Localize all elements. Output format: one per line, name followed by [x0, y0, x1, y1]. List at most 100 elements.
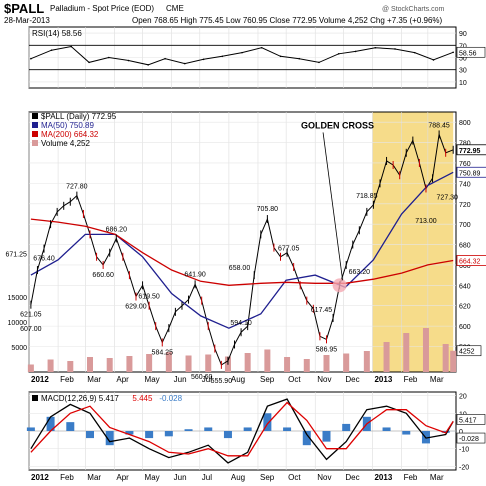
volume-bar — [303, 359, 310, 372]
macd-histogram-bar — [145, 431, 154, 439]
price-last-value: 750.89 — [459, 170, 481, 177]
rsi-point — [318, 61, 320, 64]
golden-cross-marker — [332, 278, 347, 293]
chg-value: +7.35 (+0.96%) — [387, 16, 443, 25]
x-tick-label: 2013 — [374, 375, 392, 384]
x-tick-label: 2012 — [31, 473, 49, 482]
macd-last-box — [456, 432, 486, 444]
x-tick-label: Feb — [404, 375, 418, 384]
rsi-point — [127, 59, 130, 62]
close-label: Close — [269, 16, 290, 25]
rsi-last-value: 58.56 — [459, 50, 477, 57]
volume-y-tick: 15000 — [8, 295, 28, 302]
golden-cross-label: GOLDEN CROSS — [301, 120, 374, 130]
price-y-tick: 680 — [459, 243, 471, 250]
macd-histogram-bar — [382, 427, 391, 431]
volume-bar — [422, 328, 429, 372]
rsi-point — [50, 49, 53, 51]
volume-bar — [67, 361, 74, 372]
price-y-tick: 800 — [459, 120, 471, 127]
price-annotation: 619.50 — [138, 294, 160, 301]
low-value: 760.95 — [242, 16, 268, 25]
price-y-tick: 600 — [459, 324, 471, 331]
x-tick-label: Aug — [231, 473, 245, 482]
macd-histogram-bar — [66, 422, 75, 431]
rsi-point — [337, 53, 340, 55]
macd-y-tick: -10 — [459, 447, 469, 454]
close-value: 772.95 — [292, 16, 317, 25]
x-tick-label: Jul — [202, 375, 212, 384]
macd-histogram-bar — [263, 413, 272, 431]
macd-histogram-bar — [283, 427, 292, 431]
volume-bar — [87, 357, 93, 372]
volume-bar — [450, 350, 457, 372]
price-legend-entry: $PALL (Daily) 772.95 — [41, 112, 117, 121]
macd-macd-line — [30, 398, 454, 464]
price-annotation: 607.00 — [20, 326, 42, 333]
rsi-point — [202, 58, 205, 61]
rsi-line — [30, 45, 454, 66]
rsi-point — [221, 55, 224, 58]
ma50-line — [30, 171, 454, 329]
volume-bar — [343, 353, 350, 372]
macd-last-value: 5.417 — [459, 417, 477, 424]
rsi-point — [107, 56, 110, 59]
price-annotation: 713.00 — [415, 218, 437, 225]
price-annotation: 727.80 — [66, 184, 88, 191]
ohlc-line: Open 768.65 High 775.45 Low 760.95 Close… — [132, 16, 442, 25]
volume-bar — [126, 356, 133, 372]
price-annotation: 586.95 — [316, 346, 338, 353]
price-annotation: 629.00 — [125, 304, 147, 311]
high-label: High — [180, 16, 197, 25]
price-annotation: 705.80 — [257, 206, 279, 213]
price-annotation: 560.60 — [191, 374, 213, 381]
volume-bar — [264, 349, 271, 372]
price-annotation: 594.10 — [230, 320, 252, 327]
open-value: 768.65 — [153, 16, 179, 25]
macd-y-tick: 0 — [459, 429, 463, 436]
price-y-tick: 700 — [459, 222, 471, 229]
x-tick-label: Mar — [87, 375, 101, 384]
volume-label: Volume — [318, 16, 346, 25]
x-tick-label: Apr — [116, 473, 129, 482]
x-tick-label: 2013 — [374, 473, 392, 482]
rsi-point — [298, 57, 301, 60]
price-annotation: 686.20 — [106, 226, 128, 233]
macd-histogram-bar — [46, 416, 55, 431]
price-annotation: 727.30 — [437, 195, 459, 202]
price-annotation: 584.25 — [152, 349, 174, 356]
x-tick-label: Apr — [116, 375, 129, 384]
ma200-line — [30, 218, 454, 286]
macd-histogram-bar — [164, 431, 173, 437]
x-tick-label: Oct — [288, 375, 301, 384]
volume-bar — [284, 357, 291, 372]
high-value: 775.45 — [199, 16, 224, 25]
x-tick-label: Sep — [260, 473, 275, 482]
price-last-value: 664.32 — [459, 259, 481, 266]
x-tick-label: Sep — [260, 375, 275, 384]
price-annotation: 788.45 — [428, 122, 450, 129]
x-tick-label: Mar — [430, 375, 444, 384]
rsi-point — [413, 51, 416, 54]
macd-histogram-bar — [204, 427, 213, 431]
macd-histogram-bar — [302, 431, 311, 446]
volume-bar — [363, 351, 370, 372]
rsi-y-tick: 30 — [459, 68, 467, 75]
volume-bar — [244, 353, 251, 372]
volume-bar — [165, 352, 172, 372]
volume-bar — [185, 355, 192, 372]
rsi-y-tick: 10 — [459, 80, 467, 87]
x-tick-label: Dec — [345, 473, 359, 482]
macd-histogram-bar — [322, 431, 331, 442]
volume-bar — [442, 344, 449, 372]
exchange-label: CME — [166, 4, 184, 13]
x-tick-label: Jul — [202, 473, 212, 482]
rsi-point — [452, 51, 454, 54]
volume-y-tick: 5000 — [11, 345, 27, 352]
x-tick-label: Aug — [231, 375, 245, 384]
watermark: @ StockCharts.com — [382, 6, 445, 13]
golden-cross-pointer — [322, 132, 344, 281]
macd-legend-entry: MACD(12,26,9) 5.417 — [41, 394, 119, 403]
volume-bar — [27, 364, 34, 372]
